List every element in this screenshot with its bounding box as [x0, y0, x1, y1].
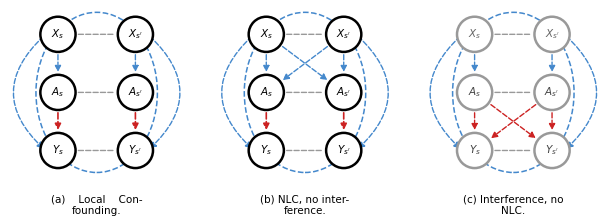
Text: $A_{s'}$: $A_{s'}$: [336, 86, 351, 99]
Text: $X_s$: $X_s$: [51, 28, 65, 41]
Circle shape: [40, 75, 76, 110]
Circle shape: [118, 133, 153, 168]
Circle shape: [118, 17, 153, 52]
Text: $Y_{s'}$: $Y_{s'}$: [337, 144, 351, 157]
Text: $Y_s$: $Y_s$: [260, 144, 272, 157]
Text: $Y_s$: $Y_s$: [468, 144, 481, 157]
Circle shape: [326, 75, 361, 110]
Circle shape: [326, 17, 361, 52]
Text: $A_{s'}$: $A_{s'}$: [128, 86, 143, 99]
Text: (b) NLC, no inter-
ference.: (b) NLC, no inter- ference.: [260, 194, 350, 216]
Text: $X_{s'}$: $X_{s'}$: [336, 28, 351, 41]
Circle shape: [534, 75, 570, 110]
Text: $X_s$: $X_s$: [468, 28, 481, 41]
Circle shape: [326, 133, 361, 168]
Circle shape: [249, 133, 284, 168]
Text: $Y_{s'}$: $Y_{s'}$: [545, 144, 559, 157]
Circle shape: [457, 75, 492, 110]
Text: $A_s$: $A_s$: [468, 86, 481, 99]
Text: (c) Interference, no
NLC.: (c) Interference, no NLC.: [463, 194, 564, 216]
Text: $Y_s$: $Y_s$: [52, 144, 64, 157]
Text: $Y_{s'}$: $Y_{s'}$: [129, 144, 142, 157]
Circle shape: [457, 133, 492, 168]
Text: $A_s$: $A_s$: [51, 86, 65, 99]
Circle shape: [40, 133, 76, 168]
Text: $X_{s'}$: $X_{s'}$: [545, 28, 559, 41]
Text: (a)    Local    Con-
founding.: (a) Local Con- founding.: [51, 194, 143, 216]
Circle shape: [40, 17, 76, 52]
Text: $X_s$: $X_s$: [260, 28, 273, 41]
Circle shape: [534, 17, 570, 52]
Circle shape: [249, 75, 284, 110]
Circle shape: [118, 75, 153, 110]
Text: $X_{s'}$: $X_{s'}$: [128, 28, 143, 41]
Text: $A_{s'}$: $A_{s'}$: [545, 86, 559, 99]
Text: $A_s$: $A_s$: [260, 86, 273, 99]
Circle shape: [249, 17, 284, 52]
Circle shape: [534, 133, 570, 168]
Circle shape: [457, 17, 492, 52]
